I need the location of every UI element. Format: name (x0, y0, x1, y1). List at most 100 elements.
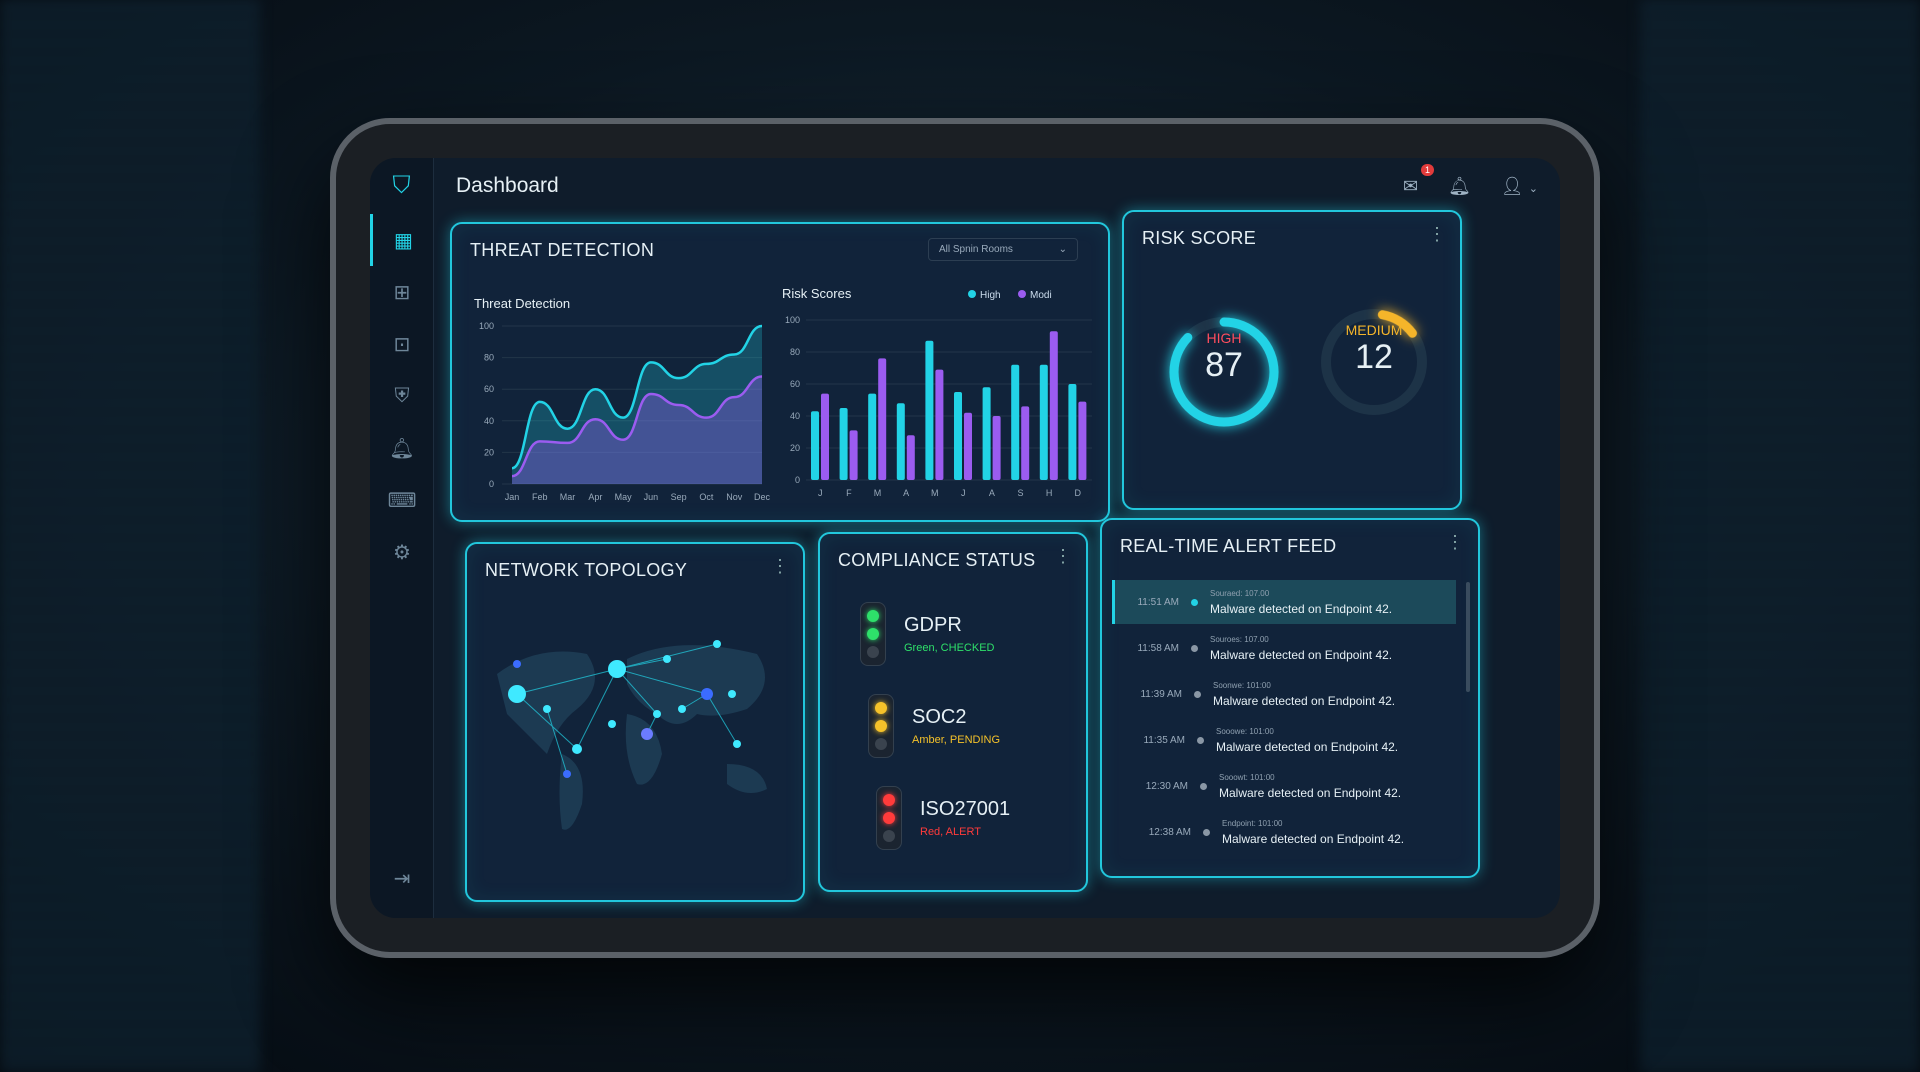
legend-marker (968, 290, 976, 298)
alert-item[interactable]: 12:38 AM Endpoint: 101:00 Malware detect… (1112, 810, 1456, 854)
bar-modi (849, 430, 858, 480)
medium-label: MEDIUM (1345, 322, 1403, 338)
series-line (511, 324, 763, 470)
card-title: COMPLIANCE STATUS (838, 550, 1036, 570)
dashboard-icon[interactable]: ▦ (370, 214, 434, 266)
y-tick-label: 80 (484, 353, 494, 363)
card-title: NETWORK TOPOLOGY (485, 560, 688, 580)
bar-high (868, 393, 877, 480)
gear-icon[interactable]: ⚙ (393, 541, 411, 564)
compliance-name: ISO27001 (920, 798, 1011, 820)
gauge-fill (1169, 317, 1279, 427)
y-tick-label: 0 (489, 479, 494, 489)
shield-check-icon[interactable]: ⛨ (394, 384, 410, 407)
gauge-fill (1321, 309, 1427, 415)
shield-logo-icon: ⛉ (392, 172, 411, 199)
alert-time: 12:30 AM (1145, 780, 1188, 792)
high-value: 87 (1205, 346, 1243, 384)
mail-badge: 1 (1421, 163, 1435, 176)
risk-bar-chart: 0 20 40 60 80 100 J F M A M J A S H D High Modi (785, 290, 1092, 498)
select-value: All Spnin Rooms (939, 244, 1013, 255)
traffic-light-icon (860, 602, 886, 666)
keyboard-icon[interactable]: ⌨ (387, 489, 417, 512)
high-gauge-text: HIGH 87 (1164, 330, 1284, 385)
sidebar: ⛉ ▦ ⊞ ⊡ ⛨ 🔔︎ ⌨ ⚙ ⇥ (370, 158, 434, 918)
alert-message: Malware detected on Endpoint 42. (1222, 831, 1405, 846)
header: Dashboard ✉ 1 🔔︎ 👤︎ ⌄ (434, 158, 1560, 214)
more-menu-icon[interactable]: ⋮ (1446, 532, 1464, 552)
bell-icon[interactable]: 🔔︎ (1448, 175, 1471, 196)
y-tick-label: 40 (790, 411, 800, 421)
scrollbar[interactable] (1466, 582, 1470, 692)
logout-icon[interactable]: ⇥ (393, 867, 411, 890)
series-line (511, 375, 763, 478)
x-tick-label: D (1074, 488, 1081, 498)
alert-item[interactable]: 11:58 AM Souroes: 107.00 Malware detecte… (1112, 626, 1456, 670)
apps-grid-icon[interactable]: ⊞ (393, 281, 411, 304)
alert-time: 11:35 AM (1143, 734, 1185, 746)
bar-high (954, 392, 962, 480)
bar-modi (935, 369, 944, 480)
y-tick-label: 100 (785, 315, 800, 325)
legend-label: Modi (1030, 290, 1052, 301)
compliance-status: Amber, PENDING (912, 734, 1001, 746)
network-nodes (508, 640, 741, 778)
x-tick-label: S (1017, 488, 1023, 498)
x-tick-label: Sep (671, 492, 687, 502)
room-filter-select[interactable]: All Spnin Rooms ⌄ (928, 238, 1078, 261)
compliance-item: ISO27001 Red, ALERT (876, 786, 1010, 850)
alert-item[interactable]: 12:30 AM Sooowt: 101:00 Malware detected… (1112, 764, 1456, 808)
x-tick-label: A (903, 488, 909, 498)
page-title: Dashboard (456, 174, 559, 197)
y-tick-label: 20 (790, 443, 800, 453)
bar-modi (1049, 331, 1058, 480)
chevron-down-icon: ⌄ (1058, 244, 1067, 255)
chevron-down-icon: ⌄ (1528, 182, 1538, 195)
network-topology-card: NETWORK TOPOLOGY ⋮ (465, 542, 805, 902)
traffic-light-icon (876, 786, 902, 850)
alert-message: Malware detected on Endpoint 42. (1210, 647, 1393, 662)
billing-icon[interactable]: ⊡ (393, 333, 411, 356)
alert-item[interactable]: 11:51 AM Souraed: 107.00 Malware detecte… (1112, 580, 1456, 624)
more-menu-icon[interactable]: ⋮ (771, 556, 789, 576)
alert-item[interactable]: 11:35 AM Sooowe: 101:00 Malware detected… (1112, 718, 1456, 762)
alert-time: 11:58 AM (1137, 642, 1179, 654)
legend-marker (1018, 290, 1026, 298)
bar-modi (1021, 406, 1030, 480)
y-tick-label: 60 (484, 384, 494, 394)
alert-source: Sooowt: 101:00 (1219, 772, 1275, 782)
avatar[interactable]: 👤︎ ⌄ (1500, 175, 1538, 196)
x-tick-label: Feb (532, 492, 548, 502)
more-menu-icon[interactable]: ⋮ (1054, 546, 1072, 566)
mail-icon[interactable]: ✉ 1 (1403, 163, 1435, 197)
x-tick-label: M (931, 488, 939, 498)
bar-high (1011, 364, 1020, 480)
x-tick-label: J (961, 488, 966, 498)
line-chart-title: Threat Detection (474, 296, 571, 311)
x-tick-label: J (818, 488, 823, 498)
x-tick-label: Apr (588, 492, 602, 502)
legend-label: High (980, 290, 1001, 301)
dashboard-screen: ⛉ ▦ ⊞ ⊡ ⛨ 🔔︎ ⌨ ⚙ ⇥ Dashboard ✉ 1 🔔︎ 👤︎ ⌄ … (370, 158, 1560, 918)
bar-chart-title: Risk Scores (782, 286, 852, 301)
y-tick-label: 80 (790, 347, 800, 357)
bar-high (839, 408, 848, 480)
alert-message: Malware detected on Endpoint 42. (1210, 601, 1393, 616)
y-tick-label: 40 (484, 416, 494, 426)
gauge-track (1321, 309, 1427, 415)
alert-source: Souraed: 107.00 (1210, 588, 1270, 598)
background-server-rack (0, 0, 260, 1072)
x-tick-label: F (846, 488, 852, 498)
alert-item[interactable]: 11:39 AM Soonwe: 101:00 Malware detected… (1112, 672, 1456, 716)
y-tick-label: 100 (479, 321, 494, 331)
y-tick-label: 0 (795, 475, 800, 485)
compliance-item: GDPR Green, CHECKED (860, 602, 994, 666)
bar-high (811, 411, 819, 480)
bell-icon[interactable]: 🔔︎ (389, 437, 415, 460)
compliance-status-card: COMPLIANCE STATUS ⋮ GDPR Green, CHECKED … (818, 532, 1088, 892)
alert-time: 11:39 AM (1140, 688, 1182, 700)
card-title: THREAT DETECTION (470, 240, 655, 260)
more-menu-icon[interactable]: ⋮ (1428, 224, 1446, 244)
card-title: RISK SCORE (1142, 228, 1257, 248)
timeline-dot (1197, 736, 1204, 744)
